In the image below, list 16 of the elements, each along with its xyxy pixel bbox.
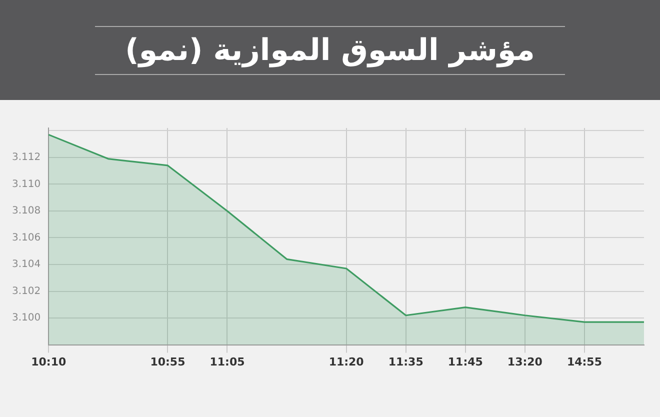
x-tick-label: 10:55	[150, 355, 186, 368]
y-tick-label: 3.106	[12, 232, 41, 244]
x-tick-label: 14:55	[566, 355, 602, 368]
y-tick-label: 3.108	[12, 206, 41, 217]
y-tick-label: 3.112	[12, 152, 41, 164]
x-tick-label: 11:45	[448, 355, 483, 368]
y-tick-label: 3.100	[12, 312, 41, 324]
x-tick-label: 11:05	[210, 355, 245, 368]
x-tick-label: 10:10	[31, 355, 66, 368]
y-tick-label: 3.104	[12, 259, 41, 270]
x-tick-label: 11:35	[388, 355, 424, 368]
y-tick-label: 3.110	[12, 178, 41, 190]
chart-title: مؤشر السوق الموازية (نمو)	[95, 26, 565, 74]
x-tick-label: 11:20	[328, 355, 364, 368]
x-tick-label: 13:20	[507, 355, 543, 368]
y-tick-label: 3.102	[12, 286, 41, 297]
